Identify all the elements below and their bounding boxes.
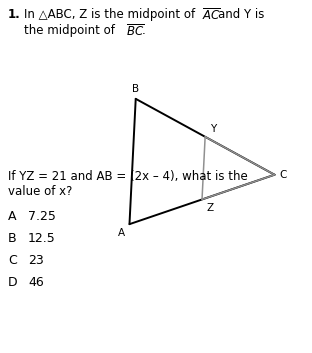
Text: C: C: [8, 254, 17, 267]
Text: 46: 46: [28, 276, 44, 289]
Text: and Y is: and Y is: [218, 8, 264, 21]
Text: A: A: [8, 210, 17, 223]
Text: 7.25: 7.25: [28, 210, 56, 223]
Text: If YZ = 21 and AB = (2x – 4), what is the: If YZ = 21 and AB = (2x – 4), what is th…: [8, 170, 248, 183]
Text: D: D: [8, 276, 17, 289]
Text: $\overline{\mathit{AC}}$: $\overline{\mathit{AC}}$: [202, 8, 221, 24]
Text: 23: 23: [28, 254, 44, 267]
Text: 1.: 1.: [8, 8, 21, 21]
Text: In △ABC, Z is the midpoint of: In △ABC, Z is the midpoint of: [24, 8, 195, 21]
Text: value of x?: value of x?: [8, 185, 72, 198]
Text: .: .: [142, 24, 146, 37]
Text: B: B: [8, 232, 17, 245]
Text: B: B: [132, 84, 139, 94]
Text: $\overline{\mathit{BC}}$: $\overline{\mathit{BC}}$: [126, 24, 144, 40]
Text: the midpoint of: the midpoint of: [24, 24, 115, 37]
Text: A: A: [118, 228, 125, 238]
Text: C: C: [280, 170, 287, 180]
Text: Y: Y: [210, 124, 217, 134]
Text: Z: Z: [206, 203, 213, 214]
Text: 12.5: 12.5: [28, 232, 56, 245]
